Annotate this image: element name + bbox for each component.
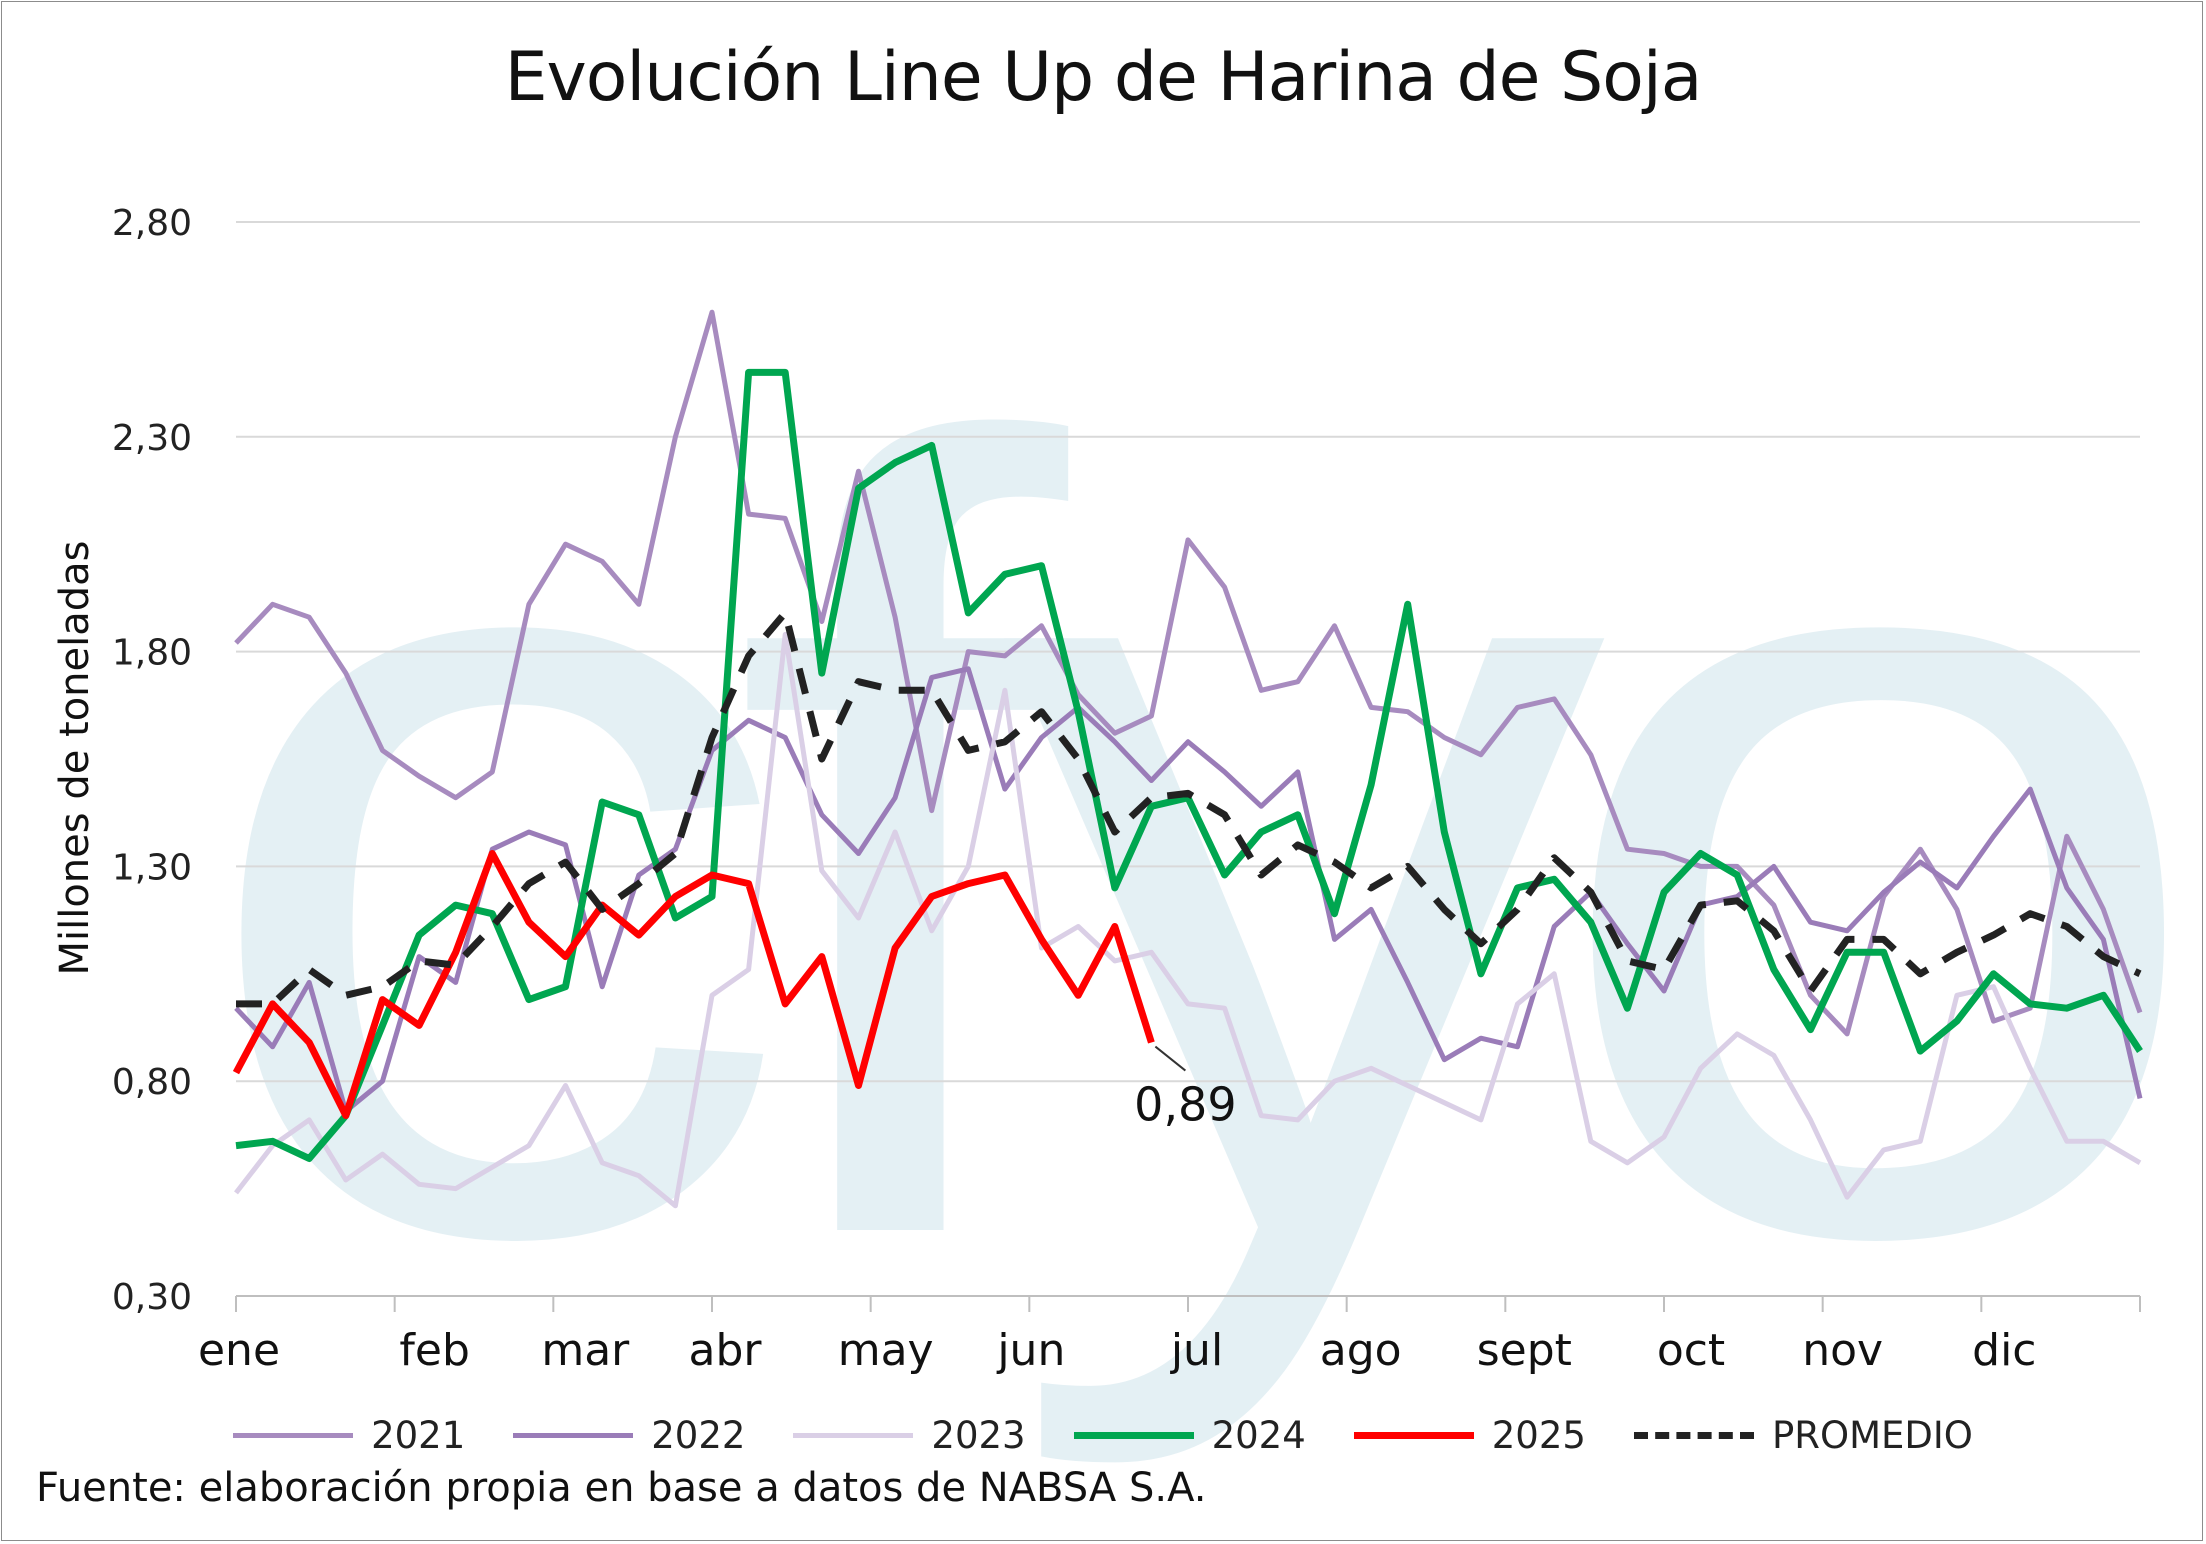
legend-swatch: [233, 1432, 354, 1438]
series-line-promedio: [236, 609, 2142, 1008]
source-note: Fuente: elaboración propia en base a dat…: [36, 1465, 1207, 1511]
legend-swatch: [1353, 1431, 1474, 1439]
x-axis: ene feb mar abr may jun jul ago sept oct nov dic: [198, 1295, 2141, 1376]
y-tick-label: 2,30: [112, 418, 192, 459]
y-tick-label: 0,30: [112, 1277, 192, 1318]
x-tick-label: ago: [1320, 1325, 1402, 1376]
legend-item-2024: 2024: [1073, 1413, 1306, 1457]
x-tick-label: sept: [1477, 1325, 1572, 1376]
legend-label: 2025: [1491, 1413, 1586, 1457]
y-tick-label: 1,80: [112, 633, 192, 674]
y-axis-label: Millones de toneladas: [52, 540, 98, 976]
legend-label: 2022: [651, 1413, 746, 1457]
series-line-2023: [234, 631, 2142, 1209]
legend-item-2023: 2023: [793, 1413, 1026, 1457]
y-tick-label: 1,30: [112, 847, 192, 888]
x-tick-label: abr: [689, 1325, 763, 1376]
legend-swatch: [1073, 1431, 1194, 1439]
legend-label: 2024: [1211, 1413, 1306, 1457]
annotation-leader: [1154, 1045, 1187, 1072]
legend-item-2022: 2022: [513, 1414, 745, 1457]
x-tick-label: feb: [399, 1325, 470, 1376]
y-tick-label: 2,80: [112, 203, 192, 244]
legend-swatch: [513, 1432, 634, 1438]
legend: 2021 2022 2023 2024 2025 PROMEDIO: [0, 1410, 2206, 1460]
annotation-label: 0,89: [1134, 1078, 1236, 1132]
legend-label: 2021: [371, 1413, 466, 1457]
legend-swatch: [793, 1432, 914, 1438]
legend-swatch: [1633, 1431, 1754, 1439]
x-tick-label: nov: [1802, 1325, 1883, 1376]
x-tick-label: ene: [198, 1325, 280, 1376]
chart-title: Evolución Line Up de Harina de Soja: [504, 38, 1703, 117]
x-tick-label: oct: [1657, 1325, 1725, 1376]
legend-item-2025: 2025: [1353, 1413, 1586, 1457]
watermark-text: cfyo: [190, 217, 2166, 1475]
series-group: [232, 309, 2143, 1209]
y-tick-label: 0,80: [112, 1062, 192, 1103]
x-tick-label: jun: [996, 1325, 1065, 1376]
x-tick-label: may: [838, 1325, 934, 1376]
series-line-2022: [234, 666, 2143, 1114]
legend-item-2021: 2021: [233, 1414, 465, 1457]
x-tick-label: jul: [1170, 1325, 1223, 1376]
annotation: 0,89: [1134, 1045, 1237, 1132]
series-line-2024: [235, 368, 2143, 1162]
x-tick-label: dic: [1972, 1325, 2036, 1376]
y-axis-ticks: 0,30 0,80 1,30 1,80 2,30 2,80: [112, 203, 192, 1318]
legend-label: 2023: [931, 1413, 1026, 1457]
watermark-logo: cfyo: [190, 217, 2206, 1475]
legend-label: PROMEDIO: [1771, 1413, 1973, 1457]
legend-item-promedio: PROMEDIO: [1633, 1413, 1973, 1457]
series-line-2025: [232, 850, 1155, 1120]
x-tick-label: mar: [541, 1325, 630, 1376]
